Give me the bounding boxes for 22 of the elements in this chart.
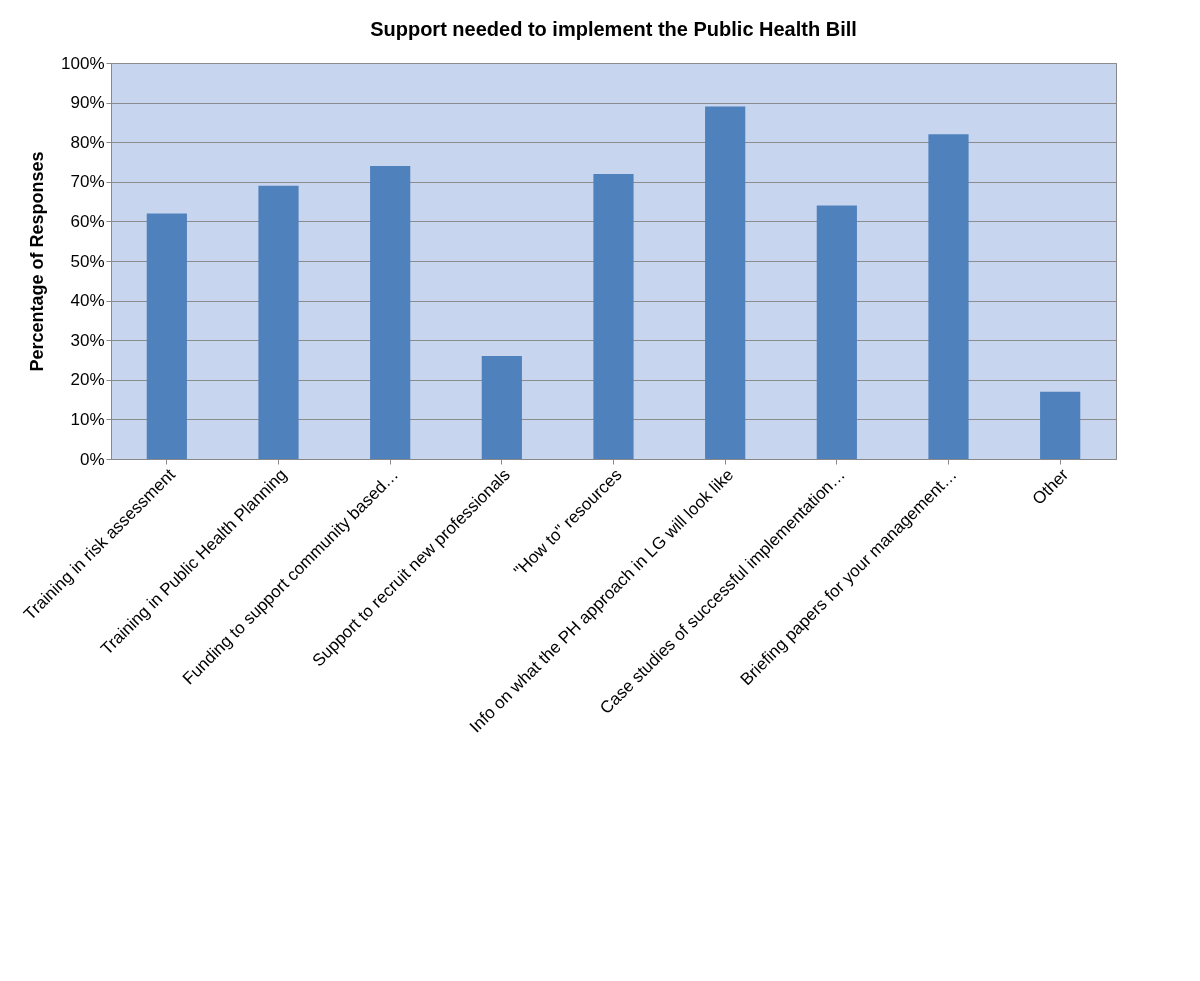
bar (928, 134, 969, 459)
bar (481, 356, 522, 459)
y-tick-label: 60% (70, 211, 105, 231)
y-tick-label: 90% (70, 93, 105, 113)
bar (146, 213, 187, 459)
y-axis-title: Percentage of Responses (27, 151, 48, 372)
y-tick-label: 30% (70, 330, 105, 350)
y-tick-label: 100% (61, 53, 105, 73)
bar (1040, 391, 1081, 459)
bar (816, 205, 857, 459)
chart-title: Support needed to implement the Public Health Bill (370, 18, 857, 40)
y-tick-label: 50% (70, 251, 105, 271)
y-tick-label: 10% (70, 409, 105, 429)
bar (593, 173, 634, 459)
y-tick-label: 40% (70, 291, 105, 311)
bar (705, 106, 746, 459)
bar (370, 165, 411, 459)
bar (258, 185, 299, 459)
y-tick-label: 0% (79, 449, 105, 469)
y-tick-label: 20% (70, 370, 105, 390)
y-tick-label: 80% (70, 132, 105, 152)
y-tick-label: 70% (70, 172, 105, 192)
